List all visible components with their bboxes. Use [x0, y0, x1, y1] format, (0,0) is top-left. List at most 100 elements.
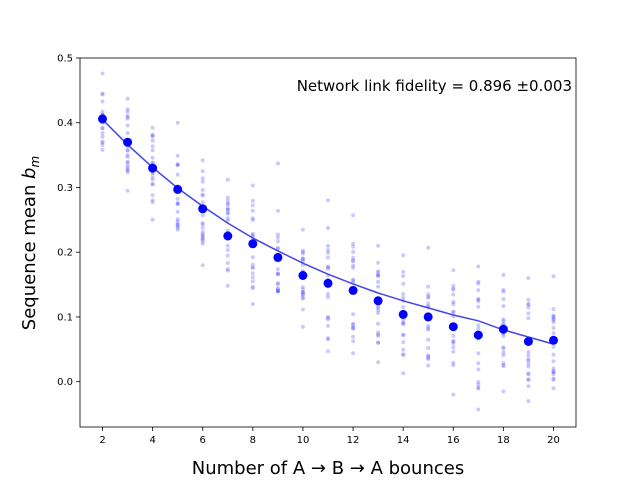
sample-point [175, 196, 180, 201]
sample-point [551, 274, 556, 279]
sample-point [376, 273, 381, 278]
sample-point [250, 271, 255, 276]
sample-point [376, 279, 381, 284]
mean-point [398, 309, 408, 319]
sample-point [476, 386, 481, 391]
y-tick-label: 0.2 [57, 248, 73, 259]
sample-point [300, 290, 305, 295]
sample-point [150, 198, 155, 203]
sample-point [125, 109, 130, 114]
sample-point [125, 160, 130, 165]
sample-point [250, 216, 255, 221]
sample-point [326, 255, 330, 260]
sample-point [526, 364, 531, 369]
sample-point [225, 243, 230, 248]
sample-point [175, 222, 180, 227]
sample-point [200, 188, 205, 192]
sample-point [501, 361, 506, 365]
sample-point [100, 134, 105, 139]
sample-point [175, 120, 180, 125]
sample-point [476, 264, 481, 269]
sample-point [150, 193, 155, 198]
sample-point [326, 291, 330, 296]
sample-point [175, 219, 180, 224]
sample-point [501, 389, 506, 394]
sample-point [451, 286, 456, 291]
sample-point [401, 274, 406, 278]
sample-point [476, 323, 481, 328]
sample-point [200, 241, 205, 246]
sample-point [125, 115, 130, 120]
sample-point [326, 248, 330, 252]
sample-point [401, 333, 406, 338]
sample-point [100, 147, 105, 152]
sample-point [351, 265, 356, 270]
sample-point [275, 289, 280, 294]
sample-point [526, 357, 531, 362]
sample-point [250, 218, 255, 222]
sample-point [250, 265, 255, 270]
sample-point [125, 107, 130, 112]
sample-point [225, 261, 230, 265]
sample-point [225, 202, 230, 207]
sample-point [551, 331, 556, 336]
sample-point [300, 287, 305, 292]
x-axis-ticks: 2 4 6 8 10 12 14 16 18 20 [99, 427, 560, 446]
x-tick-label: 20 [547, 435, 560, 446]
sample-point [326, 264, 330, 269]
sample-point [426, 326, 431, 331]
sample-point [150, 133, 155, 138]
sample-point [451, 392, 456, 397]
sample-point [501, 304, 506, 309]
sample-point [526, 297, 531, 302]
sample-point [200, 233, 205, 238]
sample-point [200, 193, 205, 198]
sample-point [426, 295, 431, 300]
sample-point [200, 222, 205, 227]
sample-point [376, 340, 381, 345]
sample-point [225, 177, 230, 182]
sample-point [275, 271, 280, 276]
sample-point [376, 304, 381, 309]
sample-point [200, 232, 205, 237]
sample-point [551, 320, 556, 325]
sample-point [401, 347, 406, 352]
sample-point [526, 378, 531, 383]
sample-point [275, 267, 280, 272]
sample-point [401, 332, 406, 337]
sample-point [326, 315, 330, 320]
mean-point [423, 312, 433, 322]
sample-point [125, 154, 130, 159]
sample-point [351, 259, 356, 264]
sample-point [225, 283, 230, 288]
sample-point [351, 321, 356, 326]
sample-point [300, 256, 305, 261]
sample-point [125, 153, 130, 158]
sample-point [526, 372, 531, 377]
sample-point [451, 268, 456, 273]
sample-point [351, 312, 356, 317]
sample-point [326, 265, 330, 270]
sample-point [401, 281, 406, 286]
sample-point [376, 269, 381, 274]
sample-point [326, 250, 330, 255]
sample-point [526, 384, 531, 389]
sample-point [501, 289, 506, 294]
sample-point [150, 160, 155, 165]
sample-point [351, 277, 356, 282]
sample-point [175, 225, 180, 230]
fidelity-annotation: Network link fidelity = 0.896 ±0.003 [297, 77, 572, 95]
sample-point [426, 245, 431, 250]
sample-point [501, 350, 506, 355]
sample-point [351, 255, 356, 260]
sample-point [501, 297, 506, 301]
sample-point [426, 301, 431, 306]
mean-point [198, 204, 208, 214]
sample-point [551, 313, 556, 318]
sample-point [275, 235, 280, 240]
sample-point [326, 243, 330, 248]
mean-point [323, 278, 333, 288]
sample-point [426, 292, 431, 297]
x-axis-label: Number of A → B → A bounces [192, 458, 464, 479]
sample-point [300, 248, 305, 253]
